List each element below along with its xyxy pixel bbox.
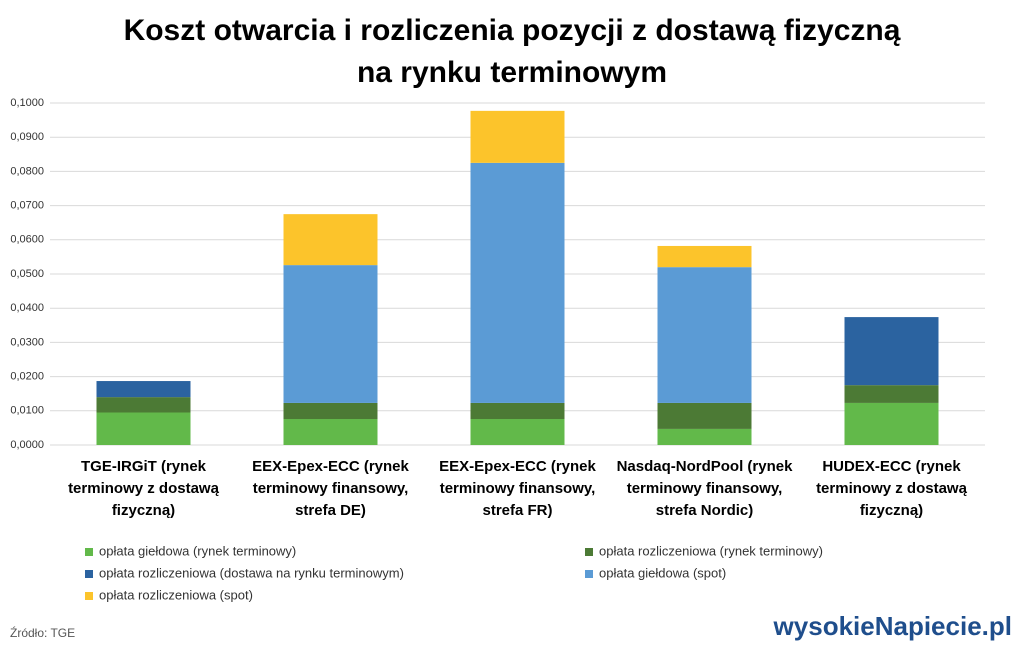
x-tick-label: HUDEX-ECC (rynek terminowy z dostawą fiz… [816, 458, 967, 519]
bar-segment [844, 317, 939, 386]
y-tick-label: 0,0500 [10, 268, 44, 280]
bar-segment [657, 402, 752, 429]
logo: wysokieNapiecie.pl [773, 611, 1012, 641]
legend-marker [85, 592, 93, 600]
bar-segment [283, 419, 378, 445]
y-tick-label: 0,0900 [10, 131, 44, 143]
bar-segment [657, 267, 752, 403]
y-tick-label: 0,1000 [10, 97, 44, 109]
y-tick-label: 0,0400 [10, 302, 44, 314]
legend-marker [585, 570, 593, 578]
y-tick-label: 0,0600 [10, 234, 44, 246]
bar-segment [283, 265, 378, 403]
y-tick-label: 0,0000 [10, 439, 44, 451]
chart-title: Koszt otwarcia i rozliczenia pozycji z d… [123, 14, 901, 89]
legend-label: opłata giełdowa (rynek terminowy) [99, 543, 296, 558]
x-tick-label: TGE-IRGiT (rynek terminowy z dostawą fiz… [68, 458, 219, 519]
legend-label: opłata rozliczeniowa (rynek terminowy) [599, 543, 823, 558]
x-tick-label: Nasdaq-NordPool (rynek terminowy finanso… [616, 458, 793, 519]
bar-segment [657, 245, 752, 268]
source: Źródło: TGE [10, 625, 75, 640]
y-tick-label: 0,0200 [10, 371, 44, 383]
y-tick-label: 0,0300 [10, 336, 44, 348]
bar-segment [657, 428, 752, 445]
bar-segment [470, 402, 565, 420]
bar-segment [470, 110, 565, 163]
bar-segment [96, 397, 191, 413]
bar-segment [844, 402, 939, 445]
legend-marker [85, 548, 93, 556]
legend-marker [85, 570, 93, 578]
bar-segment [96, 381, 191, 398]
bar-segment [96, 412, 191, 445]
y-tick-label: 0,0100 [10, 405, 44, 417]
bar-segment [470, 162, 565, 403]
bar-segment [470, 419, 565, 445]
bar-segment [283, 402, 378, 420]
x-tick-label: EEX-Epex-ECC (rynek terminowy finansowy,… [252, 458, 409, 519]
bar-segment [844, 385, 939, 403]
bar-segment [283, 214, 378, 266]
legend-label: opłata rozliczeniowa (spot) [99, 587, 253, 602]
x-tick-label: EEX-Epex-ECC (rynek terminowy finansowy,… [439, 458, 596, 519]
legend-marker [585, 548, 593, 556]
legend-label: opłata rozliczeniowa (dostawa na rynku t… [99, 565, 404, 580]
legend-label: opłata giełdowa (spot) [599, 565, 726, 580]
y-tick-label: 0,0700 [10, 200, 44, 212]
y-tick-label: 0,0800 [10, 165, 44, 177]
